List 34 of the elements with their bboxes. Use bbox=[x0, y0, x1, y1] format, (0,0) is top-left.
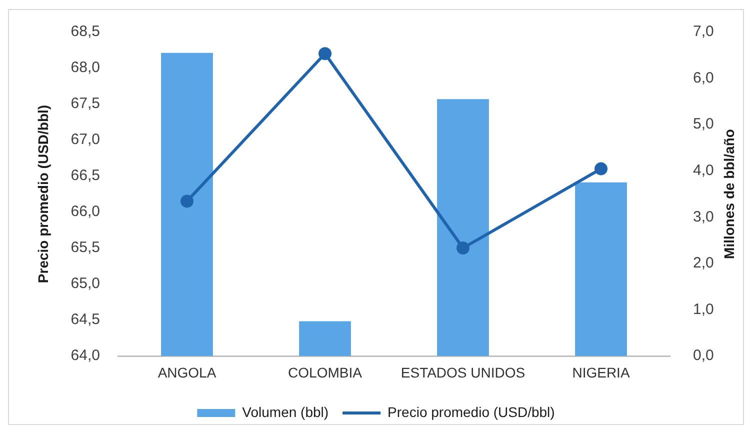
legend-label: Volumen (bbl) bbox=[242, 404, 329, 420]
y2-tick-label: 3,0 bbox=[693, 208, 714, 226]
x-tick-label: ANGOLA bbox=[158, 364, 217, 380]
bar bbox=[575, 182, 627, 356]
y-tick-label: 67,5 bbox=[70, 95, 100, 112]
bar bbox=[161, 52, 213, 356]
legend-label: Precio promedio (USD/bbl) bbox=[388, 404, 555, 420]
y-axis-title: Precio promedio (USD/bbl) bbox=[34, 104, 51, 284]
bar bbox=[437, 99, 489, 356]
y2-tick-label: 2,0 bbox=[693, 254, 714, 272]
y-tick-label: 68,0 bbox=[70, 59, 100, 76]
y2-tick-label: 7,0 bbox=[693, 23, 714, 40]
point bbox=[594, 162, 608, 176]
x-tick-label: COLOMBIA bbox=[288, 364, 363, 380]
y-tick-label: 64,0 bbox=[70, 347, 100, 364]
y-tick-label: 66,0 bbox=[70, 203, 100, 220]
y2-tick-label: 0,0 bbox=[693, 347, 714, 364]
y-tick-label: 66,5 bbox=[70, 167, 100, 184]
y-tick-label: 64,5 bbox=[70, 311, 100, 328]
point bbox=[318, 47, 332, 60]
x-tick-label: ESTADOS UNIDOS bbox=[400, 364, 526, 380]
point bbox=[180, 194, 194, 208]
y-tick-label: 65,5 bbox=[70, 239, 100, 256]
x-tick-label: NIGERIA bbox=[572, 364, 630, 380]
bar bbox=[299, 321, 351, 356]
point bbox=[456, 242, 470, 254]
y2-axis-title: Millones de bbl/año bbox=[720, 129, 737, 259]
y2-tick-label: 1,0 bbox=[693, 300, 714, 318]
y-tick-label: 68,5 bbox=[70, 23, 100, 40]
y2-tick-label: 4,0 bbox=[693, 162, 714, 179]
y-tick-label: 65,0 bbox=[70, 275, 100, 292]
y-tick-label: 67,0 bbox=[70, 131, 100, 148]
y2-tick-label: 5,0 bbox=[693, 116, 714, 133]
y2-tick-label: 6,0 bbox=[693, 69, 714, 86]
